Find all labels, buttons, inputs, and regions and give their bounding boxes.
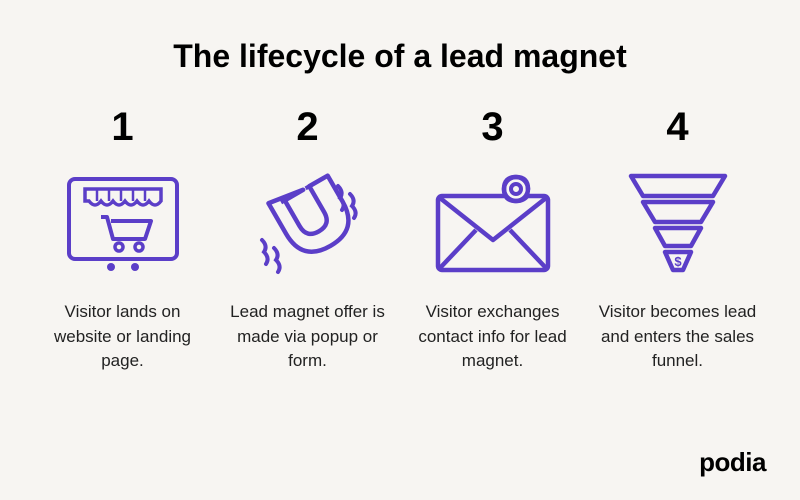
storefront-icon <box>63 168 183 278</box>
step-1: 1 Visitor lands on website or landing pa… <box>30 105 215 374</box>
step-desc: Visitor exchanges contact info for lead … <box>413 300 573 374</box>
step-3: 3 Visitor exchanges contact info for lea… <box>400 105 585 374</box>
step-4: 4 $ Visitor becomes lead and enters the … <box>585 105 770 374</box>
step-desc: Visitor becomes lead and enters the sale… <box>598 300 758 374</box>
step-number: 2 <box>296 105 318 150</box>
step-number: 1 <box>111 105 133 150</box>
step-desc: Visitor lands on website or landing page… <box>43 300 203 374</box>
step-2: 2 Lead magnet offer is made via popup or… <box>215 105 400 374</box>
email-icon <box>428 168 558 278</box>
step-number: 3 <box>481 105 503 150</box>
page-title: The lifecycle of a lead magnet <box>0 0 800 105</box>
magnet-icon <box>248 168 368 278</box>
step-desc: Lead magnet offer is made via popup or f… <box>228 300 388 374</box>
svg-text:$: $ <box>674 254 682 269</box>
steps-row: 1 Visitor lands on website or landing pa… <box>0 105 800 374</box>
step-number: 4 <box>666 105 688 150</box>
brand-logo: podia <box>699 447 766 478</box>
funnel-icon: $ <box>623 168 733 278</box>
